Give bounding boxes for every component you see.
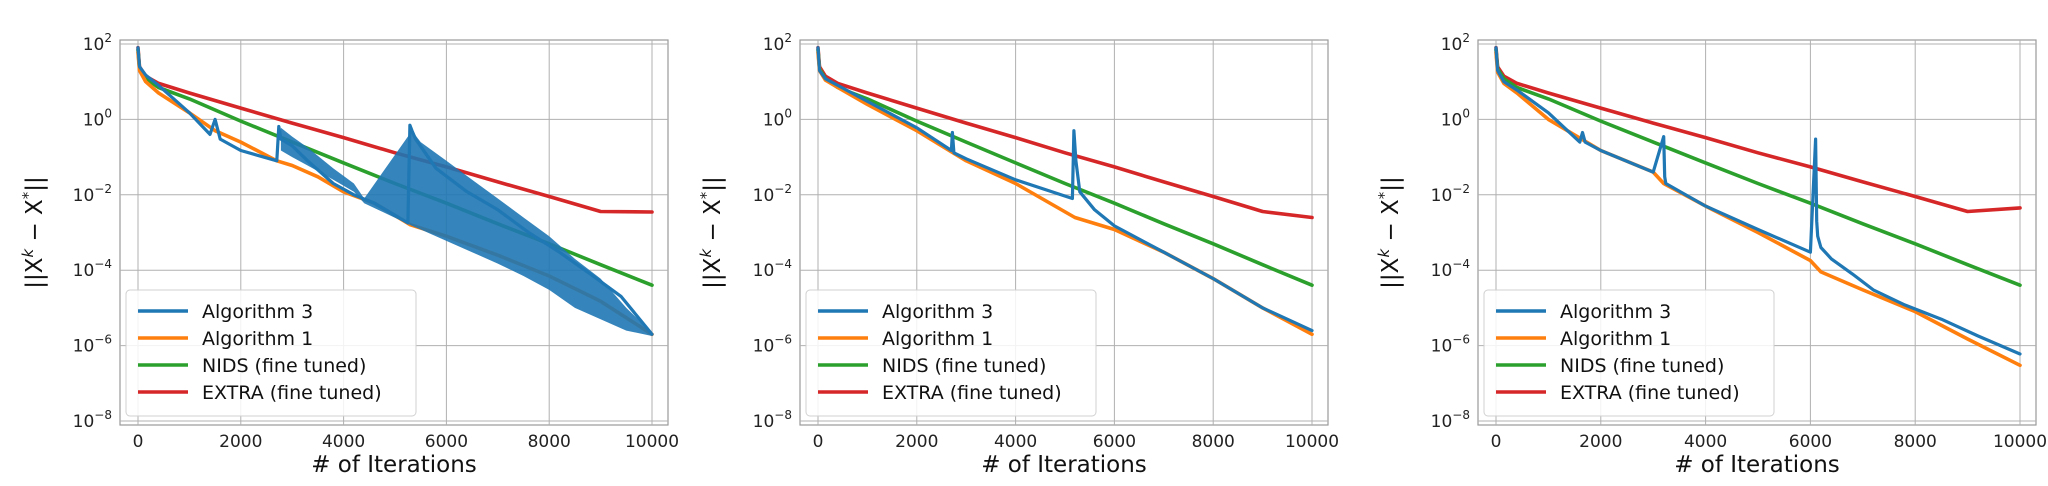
legend-label-algorithm-3: Algorithm 3 (202, 301, 313, 323)
x-axis-label: # of Iterations (981, 452, 1147, 478)
y-tick-label: 10−2 (73, 182, 112, 206)
y-tick-label: 102 (83, 31, 112, 55)
series-line-algorithm-3 (816, 46, 1314, 333)
y-tick-label: 10−8 (753, 408, 792, 432)
x-tick-label: 10000 (1993, 432, 2047, 452)
series-line-nids-fine-tuned (1494, 48, 2022, 287)
legend-label-algorithm-3: Algorithm 3 (882, 301, 993, 323)
legend-label-nids-fine-tuned: NIDS (fine tuned) (202, 355, 366, 377)
legend-label-extra-fine-tuned: EXTRA (fine tuned) (202, 382, 382, 404)
y-axis-label: ||Xk − X*|| (1375, 176, 1404, 289)
legend-box (125, 289, 417, 417)
plot-area (136, 45, 654, 337)
x-tick-label: 0 (133, 432, 144, 452)
y-axis-label: ||Xk − X*|| (697, 176, 726, 289)
y-axis-label: ||Xk − X*|| (19, 176, 48, 289)
plot-frame (119, 39, 669, 426)
y-tick-label: 10−2 (1431, 182, 1470, 206)
x-tick-label: 4000 (322, 432, 365, 452)
legend-label-algorithm-3: Algorithm 3 (1560, 301, 1671, 323)
legend: Algorithm 3 Algorithm 1 NIDS (fine tuned) E… (125, 289, 417, 417)
x-tick-label: 10000 (1285, 432, 1339, 452)
y-tick-label: 10−8 (1431, 408, 1470, 432)
y-tick-label: 100 (763, 106, 792, 130)
x-tick-label: 4000 (1684, 432, 1727, 452)
y-tick-label: 10−6 (753, 333, 792, 357)
legend-label-algorithm-1: Algorithm 1 (882, 328, 993, 350)
x-tick-label: 2000 (895, 432, 938, 452)
legend: Algorithm 3 Algorithm 1 NIDS (fine tuned) E… (1483, 289, 1775, 417)
x-tick-label: 0 (813, 432, 824, 452)
x-tick-label: 4000 (994, 432, 1037, 452)
plot-frame (799, 39, 1329, 426)
x-tick-label: 10000 (625, 432, 679, 452)
legend-label-nids-fine-tuned: NIDS (fine tuned) (1560, 355, 1724, 377)
series-line-algorithm-3 (1494, 46, 2022, 356)
x-tick-label: 6000 (425, 432, 468, 452)
y-tick-label: 10−6 (1431, 333, 1470, 357)
series-line-extra-fine-tuned (816, 45, 1314, 220)
y-tick-label: 10−4 (73, 257, 112, 281)
plot-frame (1477, 39, 2037, 426)
x-tick-label: 8000 (528, 432, 571, 452)
y-tick-label: 10−2 (753, 182, 792, 206)
x-tick-label: 2000 (219, 432, 262, 452)
plot-area (1494, 45, 2022, 368)
legend-label-extra-fine-tuned: EXTRA (fine tuned) (1560, 382, 1740, 404)
legend-label-extra-fine-tuned: EXTRA (fine tuned) (882, 382, 1062, 404)
x-tick-label: 0 (1491, 432, 1502, 452)
series-band-algorithm-3 (280, 127, 652, 336)
legend: Algorithm 3 Algorithm 1 NIDS (fine tuned) E… (805, 289, 1097, 417)
chart-panel-3: 0 2000 4000 6000 8000 10000 102 100 10−2 10−4 10−6… (1375, 31, 2047, 478)
x-axis-label: # of Iterations (311, 452, 477, 478)
series-line-algorithm-3 (136, 46, 654, 336)
y-tick-label: 102 (763, 31, 792, 55)
y-tick-label: 10−6 (73, 333, 112, 357)
y-tick-label: 100 (83, 106, 112, 130)
x-tick-label: 6000 (1789, 432, 1832, 452)
x-axis-label: # of Iterations (1674, 452, 1840, 478)
chart-panel-2: 0 2000 4000 6000 8000 10000 102 100 10−2 10−4 10−6… (697, 31, 1339, 478)
x-tick-label: 6000 (1093, 432, 1136, 452)
x-tick-label: 2000 (1579, 432, 1622, 452)
y-tick-label: 10−8 (73, 408, 112, 432)
chart-panel-1: 0 2000 4000 6000 8000 10000 102 100 10−2 10−4 10−6… (19, 31, 679, 478)
plot-area (816, 45, 1314, 337)
legend-box (805, 289, 1097, 417)
y-tick-label: 10−4 (753, 257, 792, 281)
y-tick-label: 102 (1441, 31, 1470, 55)
x-tick-label: 8000 (1894, 432, 1937, 452)
y-tick-label: 100 (1441, 106, 1470, 130)
x-tick-label: 8000 (1192, 432, 1235, 452)
legend-label-algorithm-1: Algorithm 1 (1560, 328, 1671, 350)
y-tick-label: 10−4 (1431, 257, 1470, 281)
legend-label-nids-fine-tuned: NIDS (fine tuned) (882, 355, 1046, 377)
legend-box (1483, 289, 1775, 417)
series-line-nids-fine-tuned (816, 48, 1314, 287)
legend-label-algorithm-1: Algorithm 1 (202, 328, 313, 350)
series-line-extra-fine-tuned (1494, 45, 2022, 214)
